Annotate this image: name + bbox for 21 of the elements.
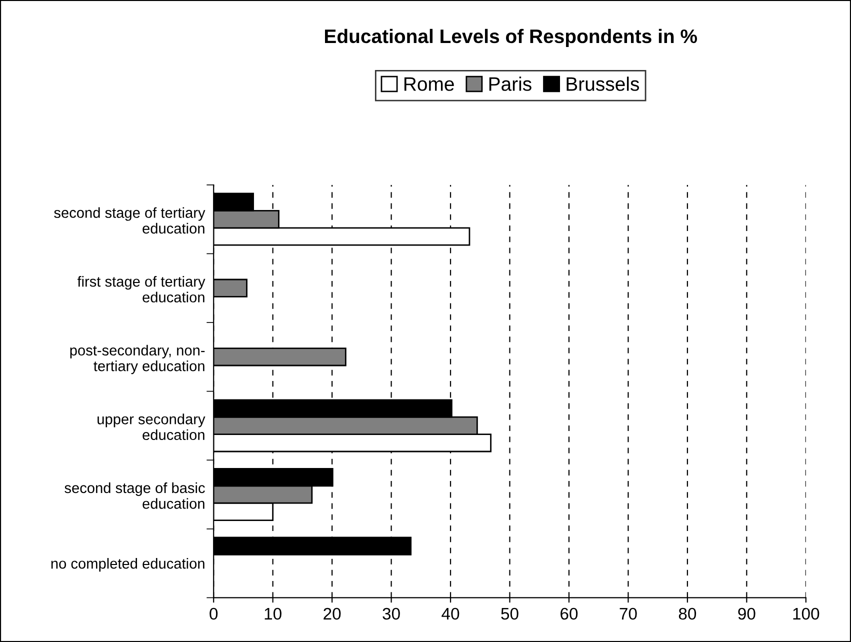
y-tick-label: no completed education (51, 558, 204, 572)
x-tick-label: 60 (560, 608, 578, 620)
y-tick-label: second stage of basic education (64, 482, 205, 509)
x-tick-label: 90 (738, 608, 756, 620)
x-tick-label: 100 (793, 608, 820, 620)
y-tick-label: second stage of tertiary education (54, 207, 206, 234)
x-tick-label: 0 (210, 608, 218, 620)
y-tick-label: upper secondary education (98, 414, 206, 440)
y-tick-label: post-secondary, non- tertiary education (70, 344, 205, 374)
x-tick-label: 20 (324, 608, 341, 620)
legend-label: Rome (404, 77, 454, 91)
x-tick-label: 10 (264, 608, 282, 620)
legend-label: Brussels (566, 76, 640, 91)
x-tick-label: 30 (382, 608, 400, 620)
x-tick-label: 50 (501, 608, 518, 620)
x-tick-label: 40 (442, 608, 460, 620)
x-tick-label: 70 (620, 608, 637, 620)
legend-label: Paris (489, 76, 532, 91)
y-tick-label: first stage of tertiary education (77, 276, 206, 302)
x-tick-label: 80 (678, 608, 696, 620)
chart-title: Educational Levels of Respondents in % (325, 28, 698, 48)
